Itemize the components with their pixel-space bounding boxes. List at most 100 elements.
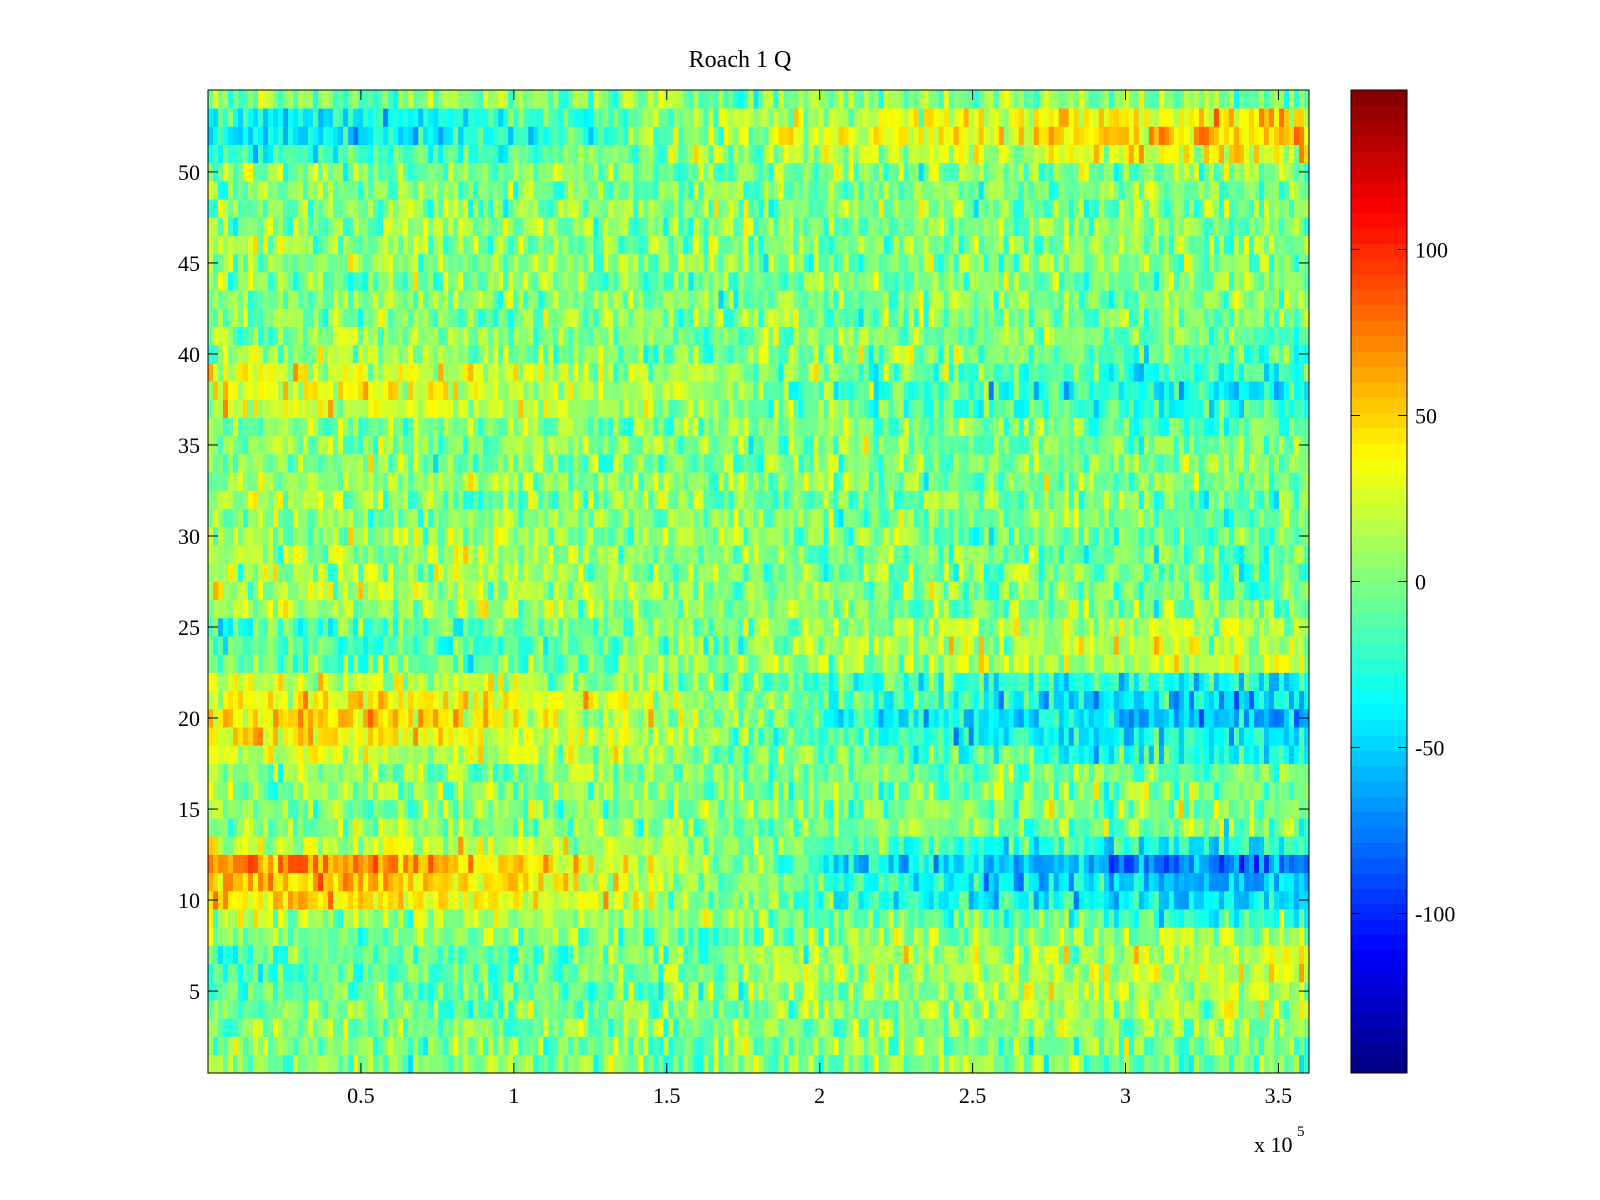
heatmap-cell [1044, 1000, 1049, 1019]
heatmap-cell [944, 855, 949, 874]
heatmap-cell [373, 927, 378, 946]
heatmap-cell [603, 818, 608, 837]
heatmap-cell [368, 654, 373, 673]
heatmap-cell [423, 909, 428, 928]
heatmap-cell [648, 1037, 653, 1056]
heatmap-cell [528, 764, 533, 783]
heatmap-cell [393, 1037, 398, 1056]
heatmap-cell [1029, 818, 1034, 837]
heatmap-cell [839, 1000, 844, 1019]
heatmap-cell [483, 782, 488, 801]
heatmap-cell [693, 745, 698, 764]
heatmap-cell [874, 782, 879, 801]
heatmap-cell [1139, 673, 1144, 692]
heatmap-cell [458, 691, 463, 710]
heatmap-cell [754, 691, 759, 710]
heatmap-cell [794, 927, 799, 946]
heatmap-cell [223, 782, 228, 801]
heatmap-cell [638, 782, 643, 801]
heatmap-cell [1044, 800, 1049, 819]
heatmap-cell [1129, 782, 1134, 801]
heatmap-cell [1134, 782, 1139, 801]
heatmap-cell [934, 873, 939, 892]
heatmap-cell [834, 964, 839, 983]
heatmap-cell [1099, 836, 1104, 855]
heatmap-cell [759, 800, 764, 819]
heatmap-cell [248, 1000, 253, 1019]
heatmap-cell [398, 745, 403, 764]
heatmap-cell [378, 982, 383, 1001]
heatmap-cell [1154, 964, 1159, 983]
heatmap-cell [1109, 1055, 1114, 1074]
heatmap-cell [553, 964, 558, 983]
heatmap-cell [1079, 836, 1084, 855]
heatmap-cell [1269, 1055, 1274, 1074]
heatmap-cell [228, 891, 233, 910]
heatmap-cell [844, 927, 849, 946]
heatmap-cell [834, 1037, 839, 1056]
heatmap-cell [418, 891, 423, 910]
heatmap-cell [223, 964, 228, 983]
heatmap-cell [869, 818, 874, 837]
heatmap-cell [764, 709, 769, 728]
heatmap-cell [448, 836, 453, 855]
heatmap-cell [728, 709, 733, 728]
heatmap-cell [303, 764, 308, 783]
heatmap-cell [728, 691, 733, 710]
heatmap-cell [288, 927, 293, 946]
heatmap-cell [1224, 946, 1229, 965]
heatmap-cell [558, 764, 563, 783]
heatmap-cell [468, 654, 473, 673]
heatmap-cell [308, 1000, 313, 1019]
heatmap-cell [453, 764, 458, 783]
heatmap-cell [718, 691, 723, 710]
heatmap-cell [824, 1000, 829, 1019]
heatmap-cell [513, 654, 518, 673]
heatmap-cell [438, 745, 443, 764]
heatmap-cell [548, 1037, 553, 1056]
heatmap-cell [568, 745, 573, 764]
heatmap-cell [468, 800, 473, 819]
heatmap-cell [248, 1055, 253, 1074]
heatmap-cell [358, 1037, 363, 1056]
heatmap-cell [1174, 855, 1179, 874]
heatmap-cell [338, 782, 343, 801]
heatmap-cell [398, 727, 403, 746]
heatmap-cell [383, 709, 388, 728]
heatmap-cell [1214, 709, 1219, 728]
heatmap-cell [443, 1055, 448, 1074]
heatmap-cell [829, 673, 834, 692]
heatmap-cell [618, 691, 623, 710]
heatmap-cell [213, 727, 218, 746]
heatmap-cell [1034, 873, 1039, 892]
heatmap-cell [774, 727, 779, 746]
heatmap-cell [1279, 800, 1284, 819]
heatmap-cell [383, 836, 388, 855]
heatmap-cell [879, 927, 884, 946]
heatmap-cell [884, 673, 889, 692]
heatmap-cell [914, 800, 919, 819]
heatmap-cell [663, 946, 668, 965]
heatmap-cell [573, 964, 578, 983]
heatmap-cell [809, 836, 814, 855]
heatmap-cell [368, 764, 373, 783]
heatmap-cell [308, 891, 313, 910]
heatmap-cell [1174, 745, 1179, 764]
heatmap-cell [854, 946, 859, 965]
heatmap-cell [448, 855, 453, 874]
heatmap-cell [593, 654, 598, 673]
heatmap-cell [1144, 964, 1149, 983]
heatmap-cell [1294, 1055, 1299, 1074]
heatmap-cell [283, 964, 288, 983]
heatmap-cell [488, 927, 493, 946]
heatmap-cell [243, 909, 248, 928]
heatmap-cell [493, 946, 498, 965]
heatmap-cell [919, 855, 924, 874]
heatmap-cell [1184, 673, 1189, 692]
heatmap-cell [298, 691, 303, 710]
heatmap-cell [864, 946, 869, 965]
heatmap-cell [1134, 709, 1139, 728]
heatmap-cell [929, 691, 934, 710]
heatmap-cell [789, 782, 794, 801]
heatmap-cell [218, 673, 223, 692]
